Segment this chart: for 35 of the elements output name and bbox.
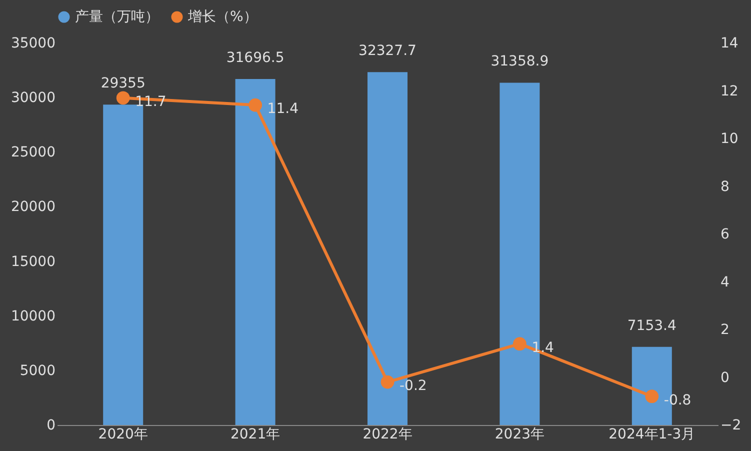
x-tick-label: 2023年 [494, 426, 545, 442]
y2-tick-label: 10 [720, 131, 738, 147]
y-tick-label: 15000 [10, 254, 56, 270]
y2-tick-label: 2 [720, 322, 730, 338]
y-tick-label: 25000 [10, 144, 56, 161]
x-tick-label: 2020年 [98, 426, 148, 442]
y2-tick-label: 6 [720, 226, 730, 242]
y-tick-label: 35000 [10, 36, 56, 52]
point [380, 375, 394, 389]
y-tick-label: 0 [46, 418, 56, 434]
legend-label: 增长（%） [187, 9, 258, 25]
x-tick-label: 2021年 [230, 426, 280, 442]
point [512, 337, 526, 351]
point [645, 390, 659, 404]
y2-tick-label: −2 [720, 418, 742, 434]
bar [103, 104, 144, 425]
y-tick-label: 30000 [10, 90, 56, 106]
data-label: 32327.7 [358, 43, 416, 60]
data-label: 29355 [100, 76, 146, 92]
legend-label: 产量（万吨） [75, 9, 159, 25]
y2-tick-label: 4 [720, 274, 730, 290]
y-tick-label: 20000 [10, 199, 56, 216]
y2-tick-label: 8 [720, 178, 730, 195]
x-tick-label: 2022年 [362, 426, 412, 442]
y-tick-label: 10000 [10, 308, 56, 324]
point [116, 91, 130, 105]
x-tick-label: 2024年1-3月 [608, 426, 696, 442]
y2-tick-label: 12 [720, 83, 738, 100]
y-tick-label: 5000 [20, 362, 56, 379]
data-label: 31358.9 [490, 54, 549, 70]
point [248, 98, 262, 112]
data-label: 31696.5 [226, 50, 284, 66]
y2-tick-label: 14 [720, 36, 738, 52]
data-label: 7153.4 [627, 318, 676, 334]
y2-tick-label: 0 [720, 370, 730, 386]
